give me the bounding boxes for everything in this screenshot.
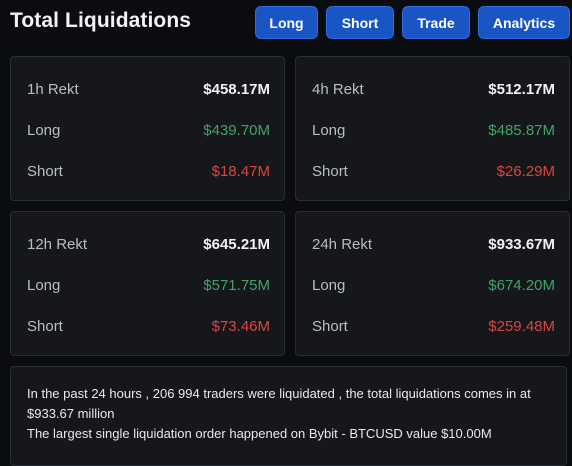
total-row: 1h Rekt $458.17M	[27, 81, 270, 98]
long-value: $485.87M	[488, 122, 555, 139]
period-label: 24h Rekt	[312, 236, 373, 253]
rekt-card-12h: 12h Rekt $645.21M Long $571.75M Short $7…	[10, 211, 285, 356]
total-row: 4h Rekt $512.17M	[312, 81, 555, 98]
total-row: 24h Rekt $933.67M	[312, 236, 555, 253]
long-row: Long $439.70M	[27, 122, 270, 139]
total-value: $645.21M	[203, 236, 270, 253]
summary-line-2: The largest single liquidation order hap…	[27, 426, 492, 441]
total-row: 12h Rekt $645.21M	[27, 236, 270, 253]
short-label: Short	[312, 163, 348, 180]
long-row: Long $674.20M	[312, 277, 555, 294]
rekt-card-24h: 24h Rekt $933.67M Long $674.20M Short $2…	[295, 211, 570, 356]
short-value: $73.46M	[211, 318, 270, 335]
long-label: Long	[312, 277, 346, 294]
short-value: $26.29M	[496, 163, 555, 180]
period-label: 4h Rekt	[312, 81, 364, 98]
long-row: Long $485.87M	[312, 122, 555, 139]
trade-tab-button[interactable]: Trade	[402, 6, 470, 39]
short-tab-button[interactable]: Short	[326, 6, 394, 39]
short-row: Short $18.47M	[27, 163, 270, 180]
short-label: Short	[312, 318, 348, 335]
summary-line-1: In the past 24 hours , 206 994 traders w…	[27, 386, 531, 421]
total-value: $933.67M	[488, 236, 555, 253]
long-value: $439.70M	[203, 122, 270, 139]
period-label: 1h Rekt	[27, 81, 79, 98]
short-value: $18.47M	[211, 163, 270, 180]
short-label: Short	[27, 163, 63, 180]
long-tab-button[interactable]: Long	[255, 6, 318, 39]
short-row: Short $73.46M	[27, 318, 270, 335]
page-title: Total Liquidations	[10, 9, 192, 32]
long-label: Long	[27, 122, 61, 139]
short-row: Short $259.48M	[312, 318, 555, 335]
long-value: $674.20M	[488, 277, 555, 294]
rekt-card-4h: 4h Rekt $512.17M Long $485.87M Short $26…	[295, 56, 570, 201]
short-label: Short	[27, 318, 63, 335]
header: Total Liquidations Long Short Trade Anal…	[0, 0, 572, 46]
long-label: Long	[312, 122, 346, 139]
total-value: $512.17M	[488, 81, 555, 98]
short-row: Short $26.29M	[312, 163, 555, 180]
liquidation-summary: In the past 24 hours , 206 994 traders w…	[10, 366, 567, 466]
rekt-card-1h: 1h Rekt $458.17M Long $439.70M Short $18…	[10, 56, 285, 201]
total-value: $458.17M	[203, 81, 270, 98]
analytics-tab-button[interactable]: Analytics	[478, 6, 570, 39]
long-label: Long	[27, 277, 61, 294]
short-value: $259.48M	[488, 318, 555, 335]
long-value: $571.75M	[203, 277, 270, 294]
long-row: Long $571.75M	[27, 277, 270, 294]
period-label: 12h Rekt	[27, 236, 88, 253]
